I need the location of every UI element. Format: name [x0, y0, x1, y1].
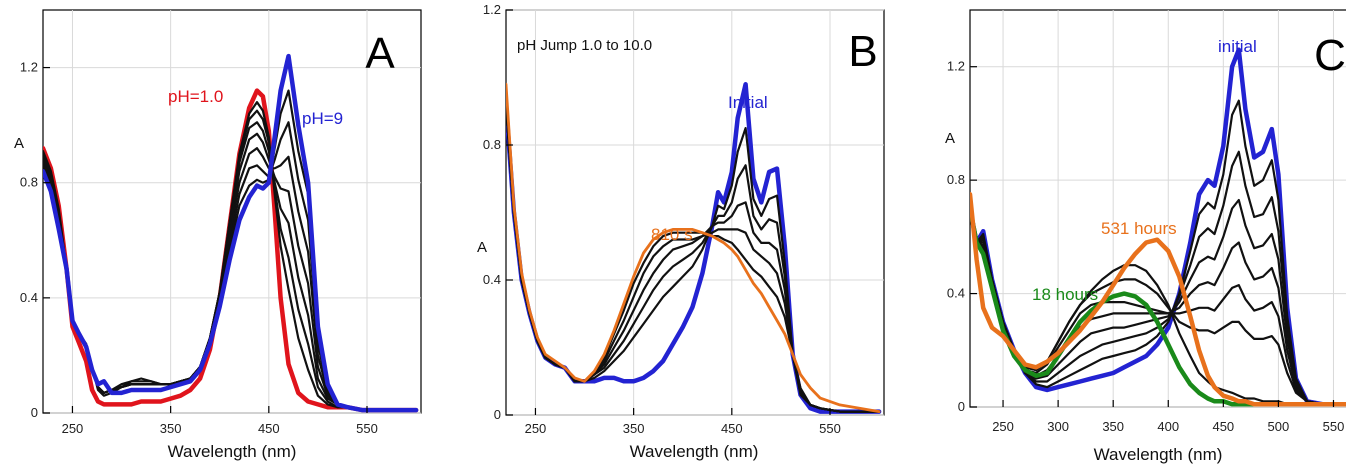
- x-tick-group-a: 250 350 450 550: [62, 406, 378, 436]
- panel-title-b: pH Jump 1.0 to 10.0: [517, 37, 652, 54]
- x-tick-label: 350: [1102, 419, 1124, 434]
- x-tick-label: 450: [258, 421, 280, 436]
- panel-letter-c: C: [1314, 31, 1346, 80]
- series-line-1: [506, 82, 882, 414]
- x-tick-label: 250: [992, 419, 1014, 434]
- grid-lines-c: [970, 10, 1346, 408]
- series-line-7: [506, 82, 881, 414]
- y-tick-label: 0: [31, 405, 38, 420]
- annotation-ph-9: pH=9: [302, 109, 343, 128]
- annotation-18-hours: 18 hours: [1032, 285, 1098, 304]
- x-tick-label: 550: [1323, 419, 1345, 434]
- y-tick-label: 1.2: [20, 60, 38, 75]
- x-tick-label: 450: [721, 421, 743, 436]
- panel-letter-a: A: [365, 29, 395, 78]
- series-line-6: [43, 147, 418, 412]
- series-line-4: [970, 198, 1346, 406]
- y-tick-label: 0: [494, 407, 501, 422]
- annotation-initial-c: initial: [1218, 37, 1257, 56]
- plot-frame-b: [505, 9, 885, 416]
- series-group-b: [506, 82, 882, 414]
- panel-c: 250 300 350 400 450 500 550 0 0.4 0.8 1.2 C initi…: [945, 9, 1346, 464]
- y-tick-label: 1.2: [483, 2, 501, 17]
- x-tick-label: 550: [356, 421, 378, 436]
- y-tick-label: 0.8: [483, 137, 501, 152]
- series-line-9: [43, 53, 419, 413]
- panel-a: 250 350 450 550 0 0.4 0.8 1.2 A pH=1.0 pH=9 Wa…: [14, 9, 422, 461]
- x-tick-group-b: 250 350 450 550: [525, 408, 841, 436]
- x-tick-label: 500: [1268, 419, 1290, 434]
- panel-b: 250 350 450 550 0 0.4 0.8 1.2 pH Jump 1.0 to 1…: [477, 2, 885, 461]
- y-tick-label: 0.8: [947, 172, 965, 187]
- y-tick-group-c: 0 0.4 0.8 1.2: [947, 59, 977, 414]
- x-tick-label: 250: [62, 421, 84, 436]
- y-tick-label: 0.4: [947, 286, 965, 301]
- y-axis-label-a: A: [14, 135, 24, 152]
- y-tick-label: 1.2: [947, 59, 965, 74]
- series-group-a: [43, 53, 419, 413]
- x-axis-label-c: Wavelength (nm): [1094, 445, 1223, 464]
- x-tick-label: 350: [623, 421, 645, 436]
- x-tick-label: 450: [1212, 419, 1234, 434]
- x-axis-label-a: Wavelength (nm): [168, 442, 297, 461]
- panel-letter-b: B: [848, 27, 877, 76]
- annotation-531-hours: 531 hours: [1101, 219, 1177, 238]
- x-tick-label: 400: [1157, 419, 1179, 434]
- y-tick-label: 0.8: [20, 175, 38, 190]
- x-tick-label: 250: [525, 421, 547, 436]
- y-tick-label: 0.4: [20, 290, 38, 305]
- series-line-5: [43, 132, 418, 412]
- y-axis-label-b: A: [477, 239, 487, 256]
- x-tick-group-c: 250 300 350 400 450 500 550: [992, 400, 1344, 434]
- series-line-8: [970, 207, 1346, 406]
- x-tick-label: 550: [819, 421, 841, 436]
- y-tick-group-a: 0 0.4 0.8 1.2: [20, 60, 50, 420]
- y-axis-label-c: A: [945, 130, 955, 147]
- x-axis-label-b: Wavelength (nm): [630, 442, 759, 461]
- series-line-10: [970, 192, 1346, 407]
- y-tick-label: 0: [958, 399, 965, 414]
- x-tick-label: 300: [1047, 419, 1069, 434]
- grid-lines-a: [43, 10, 421, 414]
- y-tick-group-b: 0 0.4 0.8 1.2: [483, 2, 513, 422]
- annotation-initial-b: Initial: [728, 93, 768, 112]
- annotation-ph-1: pH=1.0: [168, 87, 223, 106]
- series-line-8: [43, 89, 418, 412]
- annotation-810s: 810 s: [651, 225, 693, 244]
- series-group-c: [970, 47, 1346, 407]
- grid-lines-b: [506, 9, 884, 416]
- y-tick-label: 0.4: [483, 272, 501, 287]
- x-tick-label: 350: [160, 421, 182, 436]
